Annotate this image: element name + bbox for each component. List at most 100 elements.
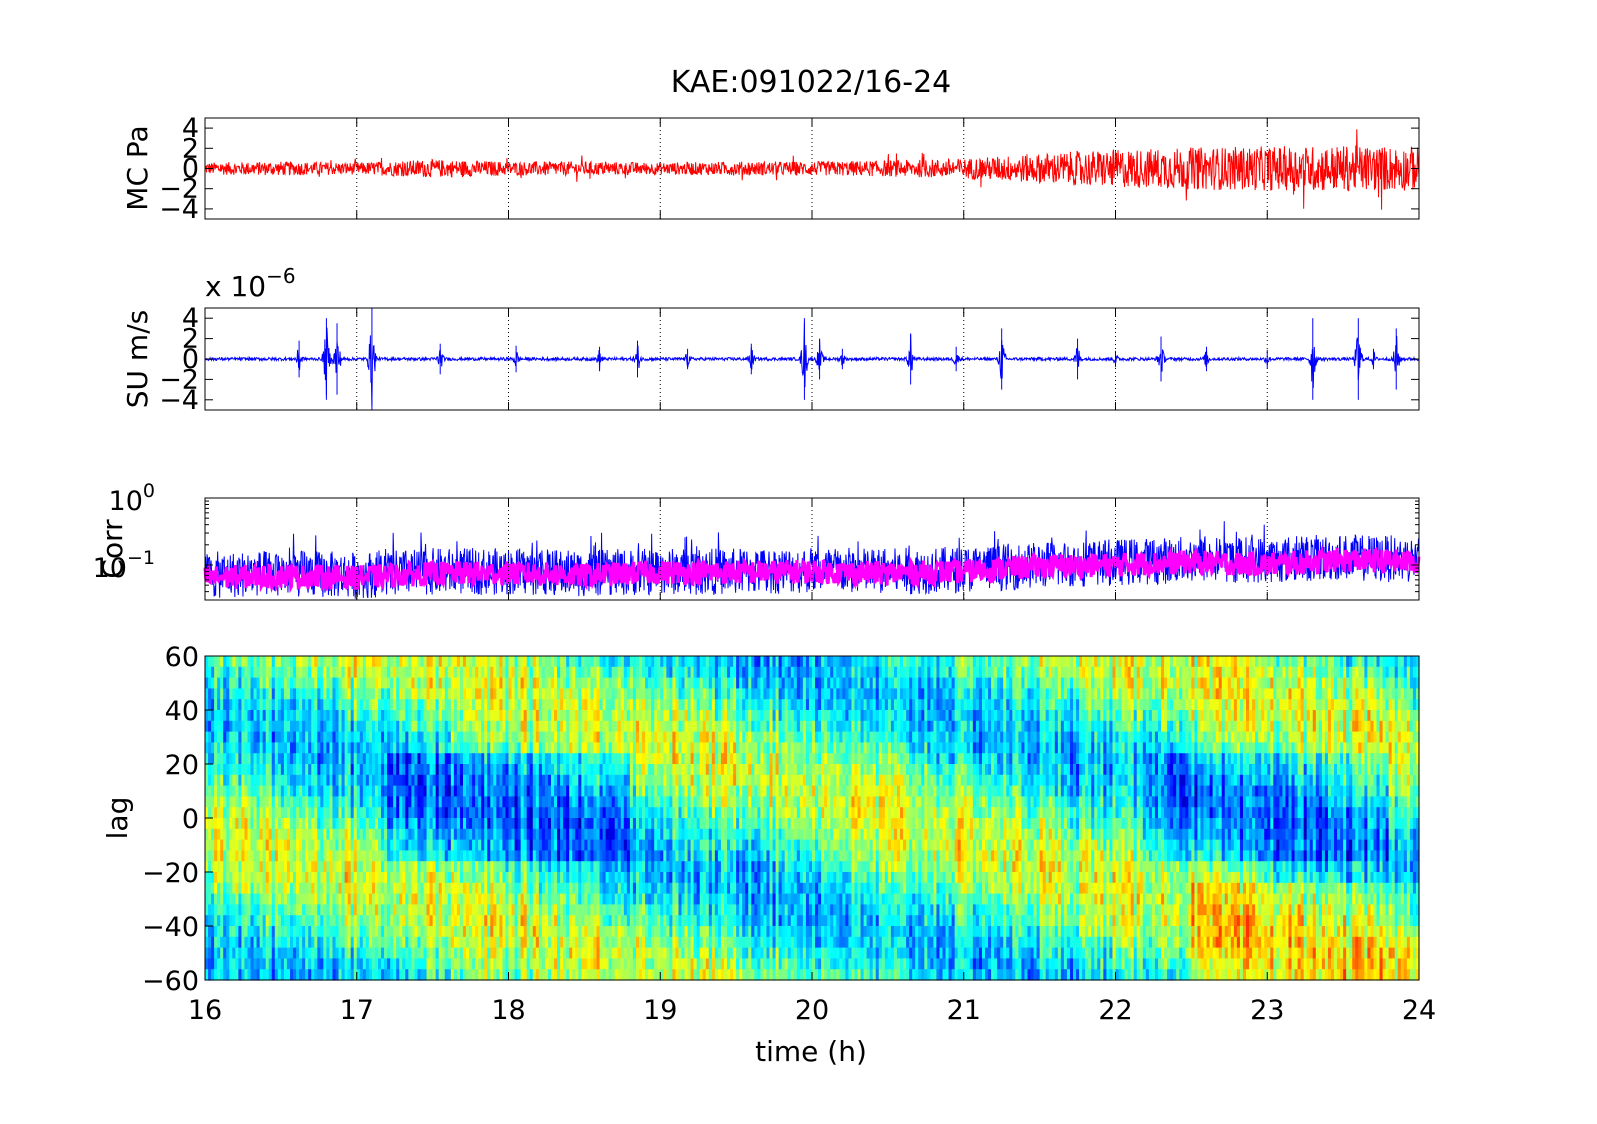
heatmap-cell xyxy=(529,666,534,679)
heatmap-cell xyxy=(660,839,664,851)
heatmap-cell xyxy=(478,915,482,927)
heatmap-cell xyxy=(253,893,258,905)
heatmap-cell xyxy=(550,666,555,679)
heatmap-cell xyxy=(414,828,419,841)
heatmap-cell xyxy=(220,688,224,700)
heatmap-cell xyxy=(326,688,331,700)
heatmap-cell xyxy=(635,904,640,916)
heatmap-cell xyxy=(648,818,652,830)
heatmap-cell xyxy=(584,688,589,700)
heatmap-cell xyxy=(217,774,221,787)
heatmap-cell xyxy=(544,742,549,754)
heatmap-cell xyxy=(365,936,370,949)
heatmap-cell xyxy=(657,677,661,689)
heatmap-cell xyxy=(447,904,452,916)
heatmap-cell xyxy=(283,958,288,970)
heatmap-cell xyxy=(581,904,585,916)
heatmap-cell xyxy=(526,872,531,884)
heatmap-cell xyxy=(459,666,464,679)
heatmap-cell xyxy=(390,872,394,884)
heatmap-cell xyxy=(265,936,270,949)
heatmap-cell xyxy=(335,947,340,959)
heatmap-cell xyxy=(572,699,576,711)
heatmap-cell xyxy=(402,656,406,668)
heatmap-cell xyxy=(435,764,440,776)
heatmap-cell xyxy=(414,818,419,830)
heatmap-cell xyxy=(493,720,497,733)
heatmap-cell xyxy=(217,807,221,819)
heatmap-cell xyxy=(368,720,373,733)
heatmap-cell xyxy=(268,666,273,679)
heatmap-cell xyxy=(596,936,601,949)
heatmap-cell xyxy=(393,926,397,938)
heatmap-cell xyxy=(575,958,579,970)
heatmap-cell xyxy=(635,947,640,959)
heatmap-cell xyxy=(256,807,261,819)
heatmap-cell xyxy=(514,656,519,668)
heatmap-cell xyxy=(429,926,434,938)
heatmap-cell xyxy=(214,688,218,700)
heatmap-cell xyxy=(669,850,673,862)
heatmap-cell xyxy=(642,764,646,776)
heatmap-cell xyxy=(608,720,613,733)
heatmap-cell xyxy=(423,969,428,981)
heatmap-cell xyxy=(241,666,246,679)
heatmap-cell xyxy=(393,872,397,884)
heatmap-cell xyxy=(569,742,573,754)
heatmap-cell xyxy=(629,958,634,970)
heatmap-cell xyxy=(541,861,546,873)
heatmap-cell xyxy=(505,861,510,873)
heatmap-cell xyxy=(611,720,616,733)
heatmap-cell xyxy=(317,774,321,787)
heatmap-cell xyxy=(296,710,300,722)
heatmap-cell xyxy=(593,958,598,970)
heatmap-cell xyxy=(344,731,349,743)
heatmap-cell xyxy=(262,882,267,895)
heatmap-cell xyxy=(396,656,400,668)
heatmap-cell xyxy=(466,926,470,938)
heatmap-cell xyxy=(532,915,537,927)
heatmap-cell xyxy=(560,882,564,895)
heatmap-cell xyxy=(566,872,570,884)
heatmap-cell xyxy=(296,720,300,733)
heatmap-cell xyxy=(444,753,449,765)
heatmap-cell xyxy=(214,720,218,733)
heatmap-cell xyxy=(496,936,500,949)
heatmap-cell xyxy=(308,969,312,981)
heatmap-cell xyxy=(296,656,300,668)
heatmap-cell xyxy=(478,969,482,981)
heatmap-cell xyxy=(283,699,288,711)
heatmap-cell xyxy=(247,720,252,733)
heatmap-cell xyxy=(241,785,246,797)
heatmap-cell xyxy=(526,904,531,916)
heatmap-cell xyxy=(550,958,555,970)
heatmap-cell xyxy=(666,720,670,733)
heatmap-cell xyxy=(596,710,601,722)
heatmap-cell xyxy=(332,666,337,679)
heatmap-cell xyxy=(347,915,352,927)
heatmap-cell xyxy=(396,947,400,959)
heatmap-cell xyxy=(426,904,431,916)
heatmap-cell xyxy=(675,893,680,905)
heatmap-cell xyxy=(642,818,646,830)
heatmap-cell xyxy=(511,764,516,776)
heatmap-cell xyxy=(596,699,601,711)
heatmap-cell xyxy=(462,893,467,905)
heatmap-cell xyxy=(390,796,394,808)
heatmap-cell xyxy=(283,947,288,959)
heatmap-cell xyxy=(466,785,470,797)
heatmap-cell xyxy=(396,710,400,722)
heatmap-cell xyxy=(535,839,540,851)
heatmap-cell xyxy=(320,904,324,916)
heatmap-cell xyxy=(396,677,400,689)
heatmap-cell xyxy=(341,872,346,884)
heatmap-cell xyxy=(642,742,646,754)
heatmap-cell xyxy=(408,688,412,700)
heatmap-cell xyxy=(362,785,367,797)
heatmap-cell xyxy=(593,839,598,851)
heatmap-cell xyxy=(575,872,579,884)
heatmap-cell xyxy=(550,915,555,927)
heatmap-cell xyxy=(629,774,634,787)
heatmap-cell xyxy=(541,710,546,722)
heatmap-cell xyxy=(359,796,364,808)
